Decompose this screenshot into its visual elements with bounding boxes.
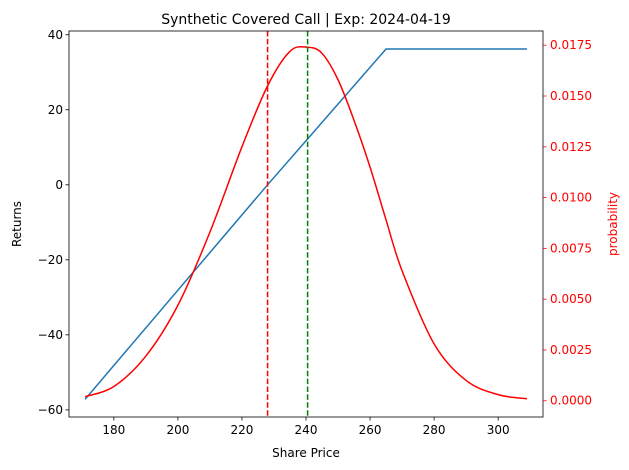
x-tick-label: 280 — [423, 423, 446, 437]
x-tick-label: 220 — [230, 423, 253, 437]
y2-tick-label: 0.0000 — [550, 394, 592, 408]
y-tick-label: −20 — [38, 253, 63, 267]
y-tick-label: −60 — [38, 403, 63, 417]
chart-title: Synthetic Covered Call | Exp: 2024-04-19 — [161, 12, 450, 28]
y-tick-label: 20 — [48, 103, 63, 117]
y-tick-label: 40 — [48, 28, 63, 42]
x-axis-title: Share Price — [272, 446, 340, 460]
x-tick-label: 240 — [295, 423, 318, 437]
y2-axis-title: probability — [606, 192, 620, 256]
y-axis-title: Returns — [10, 201, 24, 247]
probability-curve — [84, 45, 528, 400]
plot-layer — [84, 31, 528, 417]
x-tick-label: 300 — [487, 423, 510, 437]
y2-tick-label: 0.0050 — [550, 292, 592, 306]
y-tick-label: −40 — [38, 328, 63, 342]
y-tick-label: 0 — [55, 178, 63, 192]
returns-line — [84, 48, 527, 400]
y2-tick-label: 0.0075 — [550, 241, 592, 255]
y2-tick-label: 0.0125 — [550, 140, 592, 154]
x-tick-label: 200 — [166, 423, 189, 437]
y2-tick-label: 0.0100 — [550, 191, 592, 205]
axes-layer: 180 200 220 240 260 280 300 −60 −40 −20 0 20 40 0.000… — [38, 28, 592, 437]
y2-tick-label: 0.0175 — [550, 38, 592, 52]
x-tick-label: 260 — [359, 423, 382, 437]
y2-tick-label: 0.0150 — [550, 89, 592, 103]
y2-tick-label: 0.0025 — [550, 343, 592, 357]
x-tick-label: 180 — [102, 423, 125, 437]
